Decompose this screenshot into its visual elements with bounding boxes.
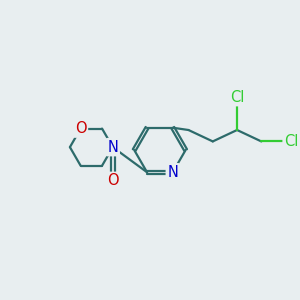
Text: N: N: [167, 165, 178, 180]
Text: O: O: [75, 121, 86, 136]
Text: Cl: Cl: [284, 134, 298, 149]
Text: Cl: Cl: [230, 90, 244, 105]
Text: N: N: [107, 140, 118, 154]
Text: O: O: [107, 173, 118, 188]
